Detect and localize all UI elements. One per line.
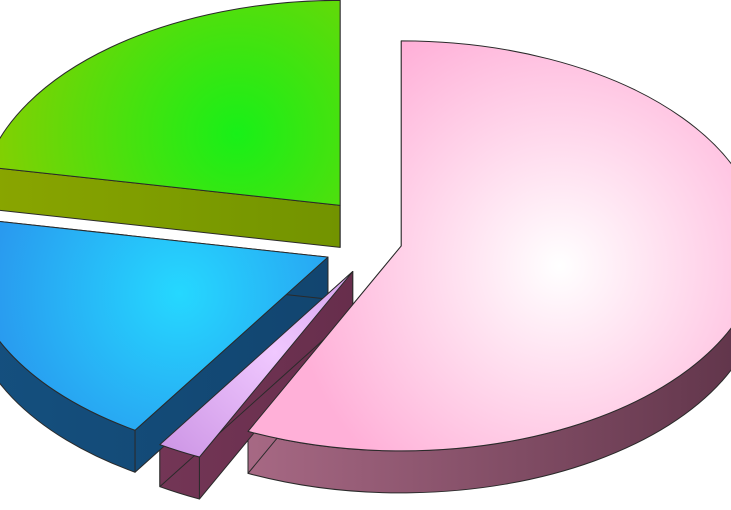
- pie-slice-top: [0, 0, 341, 206]
- pie-slice-top: [159, 271, 354, 458]
- pie-slice-4: [0, 0, 341, 206]
- pie-slice-tops: [0, 0, 731, 458]
- pie-slice-3: [0, 221, 329, 431]
- pie-slice-1: [247, 40, 731, 452]
- pie-slice-top: [247, 40, 731, 452]
- pie-slice-2: [159, 271, 354, 458]
- pie-slice-top: [0, 221, 329, 431]
